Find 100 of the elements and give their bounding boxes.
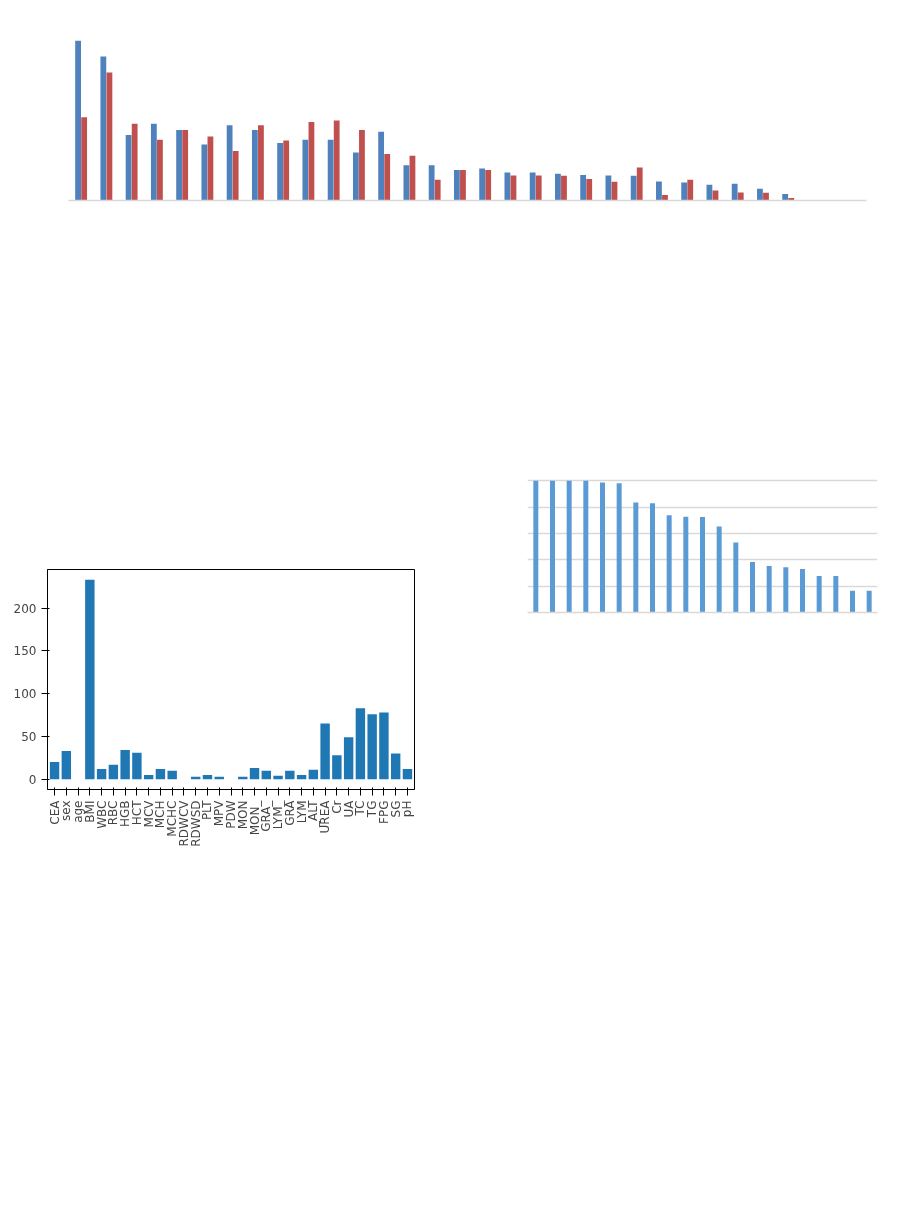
bar — [453, 170, 460, 201]
x-tick-label: GRA_ — [259, 799, 274, 832]
bar — [650, 503, 655, 613]
bar — [866, 590, 872, 613]
bar — [131, 123, 138, 201]
bar — [167, 770, 177, 780]
bar — [155, 768, 166, 780]
x-tick-label: UA — [341, 799, 356, 818]
bar — [333, 120, 340, 201]
bar — [49, 762, 60, 780]
bar — [343, 737, 354, 780]
bar — [533, 480, 539, 613]
x-tick-label: MON_ — [247, 799, 262, 836]
bar — [529, 172, 536, 201]
bar — [302, 139, 309, 201]
bar — [566, 480, 572, 613]
bar — [176, 130, 183, 201]
bar — [201, 144, 208, 201]
bar — [378, 131, 385, 201]
bar — [273, 775, 283, 780]
bar — [766, 565, 772, 613]
bar — [85, 579, 95, 780]
bar — [616, 483, 622, 613]
bar — [750, 561, 755, 613]
bar — [555, 173, 561, 201]
bar — [402, 768, 413, 780]
bar — [535, 175, 542, 201]
bar — [108, 764, 119, 780]
bar — [332, 755, 342, 780]
y-tick-label: 150 — [13, 644, 37, 659]
x-tick-label: RDWSD — [188, 800, 203, 847]
x-tick-label: sex — [59, 800, 74, 822]
bar — [600, 482, 605, 613]
bar — [633, 502, 639, 613]
bar — [586, 178, 593, 201]
y-tick-label: 200 — [13, 601, 37, 616]
bar — [143, 774, 154, 780]
x-tick-label: SG — [388, 800, 403, 818]
bar — [367, 714, 377, 780]
bar — [550, 480, 555, 613]
bar — [150, 123, 157, 201]
bar — [403, 165, 410, 201]
bar — [681, 182, 688, 201]
bar — [390, 753, 401, 780]
x-tick-label: PLT — [200, 799, 215, 821]
bar — [731, 183, 738, 201]
bar — [460, 170, 466, 201]
x-tick-label: MCH — [153, 800, 168, 829]
bar — [379, 712, 389, 780]
y-tick-label: 50 — [21, 729, 37, 744]
bar — [833, 576, 839, 613]
x-tick-label: RBC — [106, 800, 121, 826]
bar — [81, 117, 88, 201]
bar — [182, 130, 189, 201]
bar — [485, 170, 492, 201]
bar — [737, 192, 744, 201]
bar — [258, 125, 264, 201]
bar — [782, 194, 789, 201]
bar — [277, 142, 284, 201]
bar — [687, 179, 694, 201]
x-tick-label: age — [71, 800, 86, 823]
bar — [666, 515, 672, 613]
bar — [320, 723, 330, 780]
bar — [355, 708, 366, 780]
x-tick-label: PDW — [224, 800, 238, 829]
x-tick-label: MPV — [212, 799, 227, 827]
bar — [583, 480, 589, 613]
bar — [285, 770, 295, 780]
bar — [202, 774, 213, 780]
bar — [763, 192, 769, 201]
x-tick-label: TC — [353, 800, 368, 817]
bar — [352, 152, 359, 201]
bar — [283, 140, 290, 201]
x-tick-label: pH — [400, 800, 415, 818]
bar — [816, 576, 822, 613]
bar — [580, 174, 587, 201]
x-tick-label: MON — [235, 800, 250, 830]
bar — [120, 750, 130, 780]
x-tick-label: LYM — [294, 800, 309, 824]
y-tick-label: 100 — [13, 687, 37, 702]
bar — [656, 181, 662, 201]
bar — [157, 139, 163, 201]
bar — [479, 168, 486, 201]
bar — [296, 774, 307, 780]
bar — [636, 167, 643, 201]
bar — [662, 194, 668, 201]
y-tick-label: 0 — [28, 772, 37, 787]
x-tick-label: CEA — [47, 799, 62, 825]
bar — [757, 188, 763, 201]
bar — [384, 154, 391, 201]
bar — [75, 40, 81, 201]
bar — [428, 165, 435, 201]
bar — [226, 125, 233, 201]
bar — [232, 150, 239, 201]
bar — [125, 134, 132, 201]
bar — [308, 769, 319, 780]
bar — [700, 517, 705, 613]
bar — [733, 542, 739, 613]
bar — [800, 568, 805, 613]
bar — [434, 179, 441, 201]
